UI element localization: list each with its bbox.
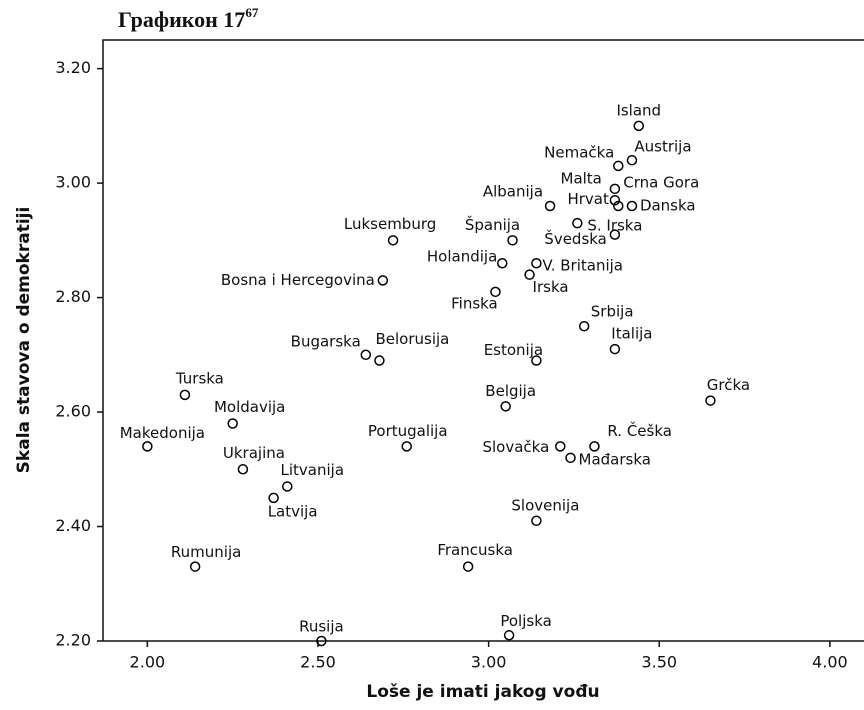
title-main: Графикон 17 (118, 7, 245, 32)
point-label: Austrija (634, 138, 691, 156)
point (609, 229, 621, 240)
point-label: Bosna i Hercegovina (221, 271, 375, 289)
point-label: Francuska (437, 541, 513, 559)
point (237, 464, 249, 475)
title-superscript: 67 (245, 5, 259, 20)
point-label: Litvanija (281, 461, 345, 479)
point-label: Španija (465, 215, 520, 234)
point (268, 492, 279, 504)
point (705, 395, 716, 406)
point-label: Malta (561, 169, 602, 187)
point-label: R. Češka (607, 421, 672, 440)
point (503, 630, 515, 641)
point-label: Portugalija (368, 422, 448, 440)
point (531, 355, 542, 366)
point (578, 320, 590, 332)
point-label: Holandija (427, 248, 497, 266)
y-tick-label: 2.20 (55, 631, 91, 650)
point (497, 257, 508, 269)
point-label: Danska (640, 196, 696, 214)
point (544, 200, 556, 212)
x-tick-label: 2.00 (130, 653, 166, 672)
point-label: Srbija (591, 303, 634, 321)
point-label: Slovenija (511, 496, 579, 514)
point-label: Latvija (268, 502, 318, 520)
point (507, 235, 518, 246)
y-tick-label: 2.60 (55, 402, 91, 421)
point (589, 441, 600, 452)
y-tick-label: 3.20 (55, 58, 91, 77)
point-label: Rusija (299, 618, 344, 636)
y-tick-label: 2.40 (55, 516, 91, 535)
point-label: Island (616, 101, 661, 119)
point (555, 441, 566, 452)
point-label: S. Irska (587, 217, 642, 235)
point (387, 235, 399, 246)
point (401, 441, 412, 452)
plot-frame (102, 39, 864, 642)
point (626, 154, 638, 166)
point (462, 561, 474, 572)
point-label: Makedonija (120, 424, 205, 442)
point (189, 561, 201, 572)
point-label: Italija (611, 325, 652, 343)
point (626, 200, 638, 212)
point (531, 515, 542, 527)
y-tick-label: 2.80 (55, 287, 91, 306)
point-label: Nemačka (544, 143, 614, 161)
point (377, 275, 389, 286)
point-label: Mađarska (579, 450, 651, 468)
point-label: Grčka (707, 376, 750, 394)
point (490, 286, 501, 298)
x-tick-label: 4.00 (812, 653, 848, 672)
point (524, 269, 535, 280)
point (179, 389, 191, 401)
point (565, 452, 576, 464)
point (227, 418, 238, 429)
y-axis-title: Skala stavova o demokratiji (14, 207, 34, 474)
point-label: Finska (451, 294, 498, 312)
point (609, 343, 621, 355)
point (633, 120, 645, 132)
point-label: Luksemburg (344, 215, 436, 233)
point-label: Hrvat (567, 190, 609, 208)
point (613, 200, 624, 212)
point (609, 195, 621, 206)
chart-title: Графикон 1767 (118, 5, 259, 32)
point (282, 481, 293, 492)
point-label: Irska (533, 278, 569, 296)
point (531, 257, 542, 269)
point-label: Ukrajina (223, 444, 285, 462)
point-label: Turska (175, 369, 224, 387)
point-label: Bugarska (291, 332, 361, 350)
point-label: Albanija (483, 182, 543, 200)
point-label: Poljska (500, 612, 551, 630)
point-label: Rumunija (171, 543, 241, 561)
point-label: Švedska (544, 229, 607, 248)
point-label: Estonija (484, 341, 543, 359)
point-label: Slovačka (482, 438, 549, 456)
point (360, 349, 372, 361)
point (572, 217, 583, 229)
point (142, 441, 153, 452)
point (613, 160, 624, 172)
point-label: Crna Gora (623, 173, 699, 191)
point-label: V. Britanija (542, 257, 623, 275)
point-label: Belorusija (375, 330, 449, 348)
x-tick-label: 3.50 (641, 653, 677, 672)
y-tick-label: 3.00 (55, 173, 91, 192)
point (316, 635, 327, 647)
x-tick-label: 2.50 (300, 653, 336, 672)
point (374, 355, 385, 366)
point (609, 183, 621, 195)
x-tick-label: 3.00 (471, 653, 507, 672)
x-axis-title: Loše je imati jakog vođu (366, 682, 599, 702)
point (500, 401, 511, 412)
point-label: Belgija (485, 382, 536, 400)
point-label: Moldavija (214, 398, 285, 416)
